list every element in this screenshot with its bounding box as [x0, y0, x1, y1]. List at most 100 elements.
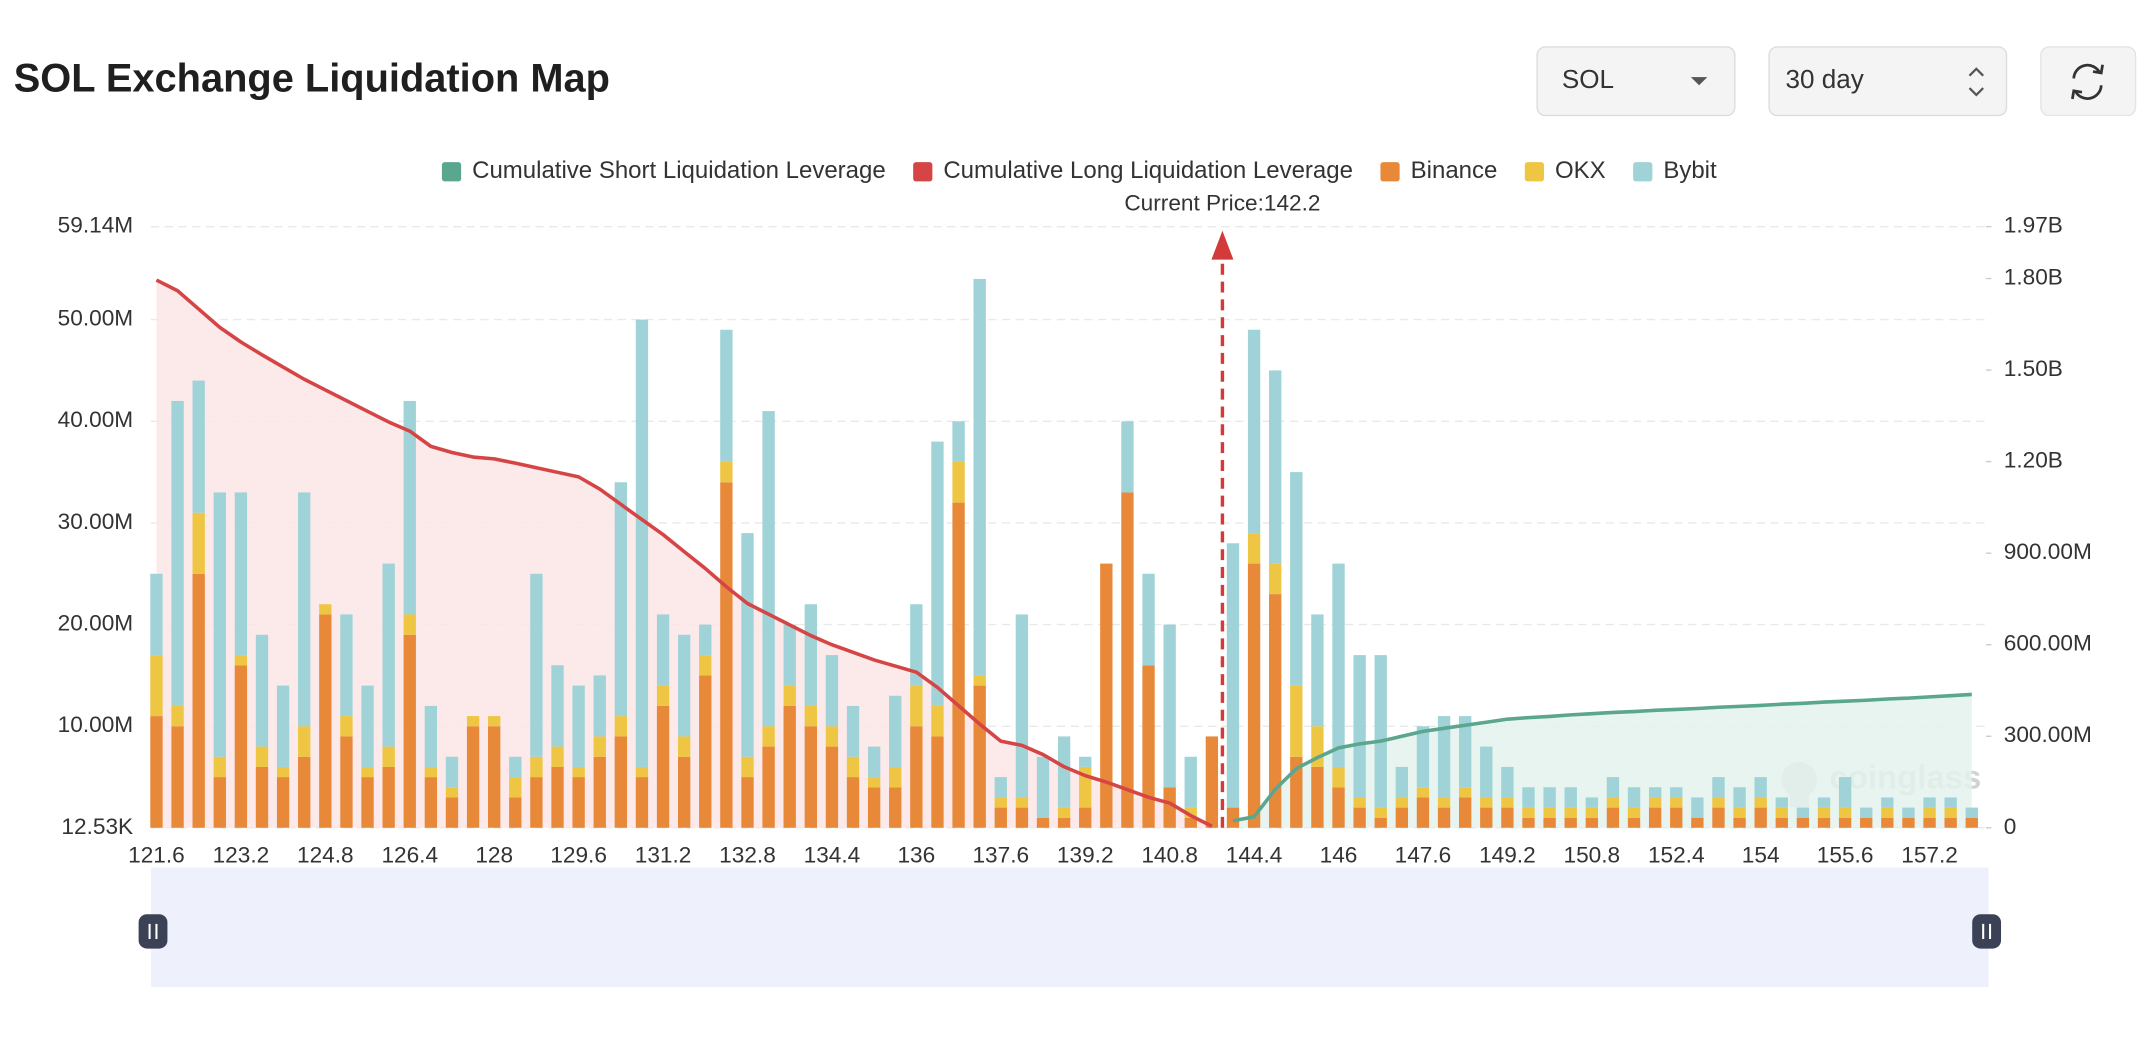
bar — [846, 705, 860, 757]
bar — [889, 766, 902, 788]
bar — [677, 756, 691, 828]
x-tick-label: 131.2 — [635, 843, 692, 868]
bar — [910, 726, 923, 828]
legend-label[interactable]: Cumulative Long Liquidation Leverage — [943, 157, 1353, 184]
range-select[interactable]: 30 day — [1768, 46, 2008, 117]
bar — [656, 705, 670, 828]
bar — [445, 756, 459, 788]
x-tick-label: 123.2 — [213, 843, 270, 868]
bar — [1015, 807, 1029, 828]
refresh-button[interactable] — [2040, 46, 2137, 117]
bar — [783, 705, 796, 828]
bar — [1522, 787, 1535, 808]
bar — [1670, 787, 1683, 798]
bar — [551, 766, 564, 828]
bar — [973, 675, 986, 686]
refresh-icon — [2072, 63, 2103, 100]
bar — [1247, 329, 1261, 534]
bar — [1923, 807, 1936, 818]
bar — [1838, 817, 1852, 828]
bar — [910, 604, 923, 686]
bar — [1247, 563, 1261, 828]
bar — [1374, 807, 1387, 818]
slider-handle[interactable] — [1972, 914, 2002, 949]
legend-swatch — [441, 162, 462, 182]
bar — [340, 614, 353, 717]
bar — [1311, 614, 1324, 727]
bar — [445, 797, 459, 828]
bar — [1923, 797, 1936, 808]
line — [155, 278, 1213, 828]
bar — [1627, 787, 1641, 808]
bar — [150, 716, 163, 828]
legend-label[interactable]: Cumulative Short Liquidation Leverage — [472, 157, 886, 184]
bar — [1332, 563, 1345, 767]
x-tick-label: 152.4 — [1648, 843, 1705, 868]
bar — [994, 807, 1007, 828]
bar — [1691, 797, 1704, 818]
area — [156, 280, 1212, 828]
select-value[interactable]: 30 day — [1786, 64, 1864, 94]
x-tick-label: 121.6 — [128, 843, 185, 868]
slider-handle[interactable] — [138, 914, 168, 949]
bar — [1965, 817, 1978, 828]
symbol-select[interactable]: SOL — [1536, 46, 1736, 117]
bar — [1754, 797, 1767, 808]
bar — [445, 787, 459, 798]
bar — [1606, 777, 1620, 798]
bar — [1416, 726, 1430, 788]
handle-grip — [1982, 923, 1992, 939]
legend: Cumulative Short Liquidation Leverage Cum… — [441, 157, 1717, 184]
y-tick-label: 12.53K — [61, 814, 133, 839]
bar — [1079, 756, 1092, 767]
bar — [635, 766, 649, 778]
bar — [1944, 797, 1957, 808]
button-box[interactable] — [2040, 46, 2137, 117]
bar — [1269, 563, 1282, 595]
slider-track — [150, 867, 1989, 988]
bar — [1606, 807, 1620, 828]
bar — [699, 675, 712, 828]
range-slider[interactable] — [138, 867, 2002, 988]
bar — [994, 797, 1007, 808]
select-box[interactable] — [1768, 46, 2008, 117]
legend-swatch — [1380, 162, 1400, 182]
bar — [1416, 787, 1430, 798]
bar — [741, 777, 754, 828]
bar — [1860, 817, 1873, 828]
x-tick-label: 150.8 — [1564, 843, 1621, 868]
bar — [846, 756, 860, 778]
bar — [530, 777, 543, 828]
legend-label[interactable]: Binance — [1411, 157, 1498, 184]
bar — [1395, 807, 1409, 828]
bar — [1775, 797, 1788, 808]
bar — [192, 512, 205, 574]
bar — [762, 726, 775, 747]
bar — [1501, 797, 1514, 808]
bar — [762, 746, 775, 828]
bar — [1290, 685, 1303, 757]
select-value[interactable]: SOL — [1562, 64, 1614, 94]
bar — [150, 573, 163, 656]
refresh-icon-arrows — [2071, 64, 2104, 100]
bar — [509, 797, 522, 828]
y2-tick-label: 900.00M — [2004, 539, 2092, 564]
bar — [1269, 594, 1282, 828]
legend-label[interactable]: OKX — [1555, 157, 1606, 184]
bar — [1670, 797, 1683, 808]
bar — [1881, 807, 1894, 818]
bar — [635, 777, 649, 828]
legend-swatch — [1524, 162, 1545, 182]
bar — [1226, 543, 1240, 808]
bar — [234, 665, 248, 828]
bar — [319, 614, 332, 828]
select-box[interactable] — [1536, 46, 1736, 117]
bar — [150, 655, 163, 717]
bar — [1796, 807, 1810, 818]
bar — [213, 777, 226, 828]
bar — [551, 665, 564, 747]
legend-label[interactable]: Bybit — [1663, 157, 1717, 184]
bar — [1712, 807, 1725, 828]
bar — [1775, 807, 1788, 818]
chart-title: SOL Exchange Liquidation Map — [14, 57, 610, 101]
